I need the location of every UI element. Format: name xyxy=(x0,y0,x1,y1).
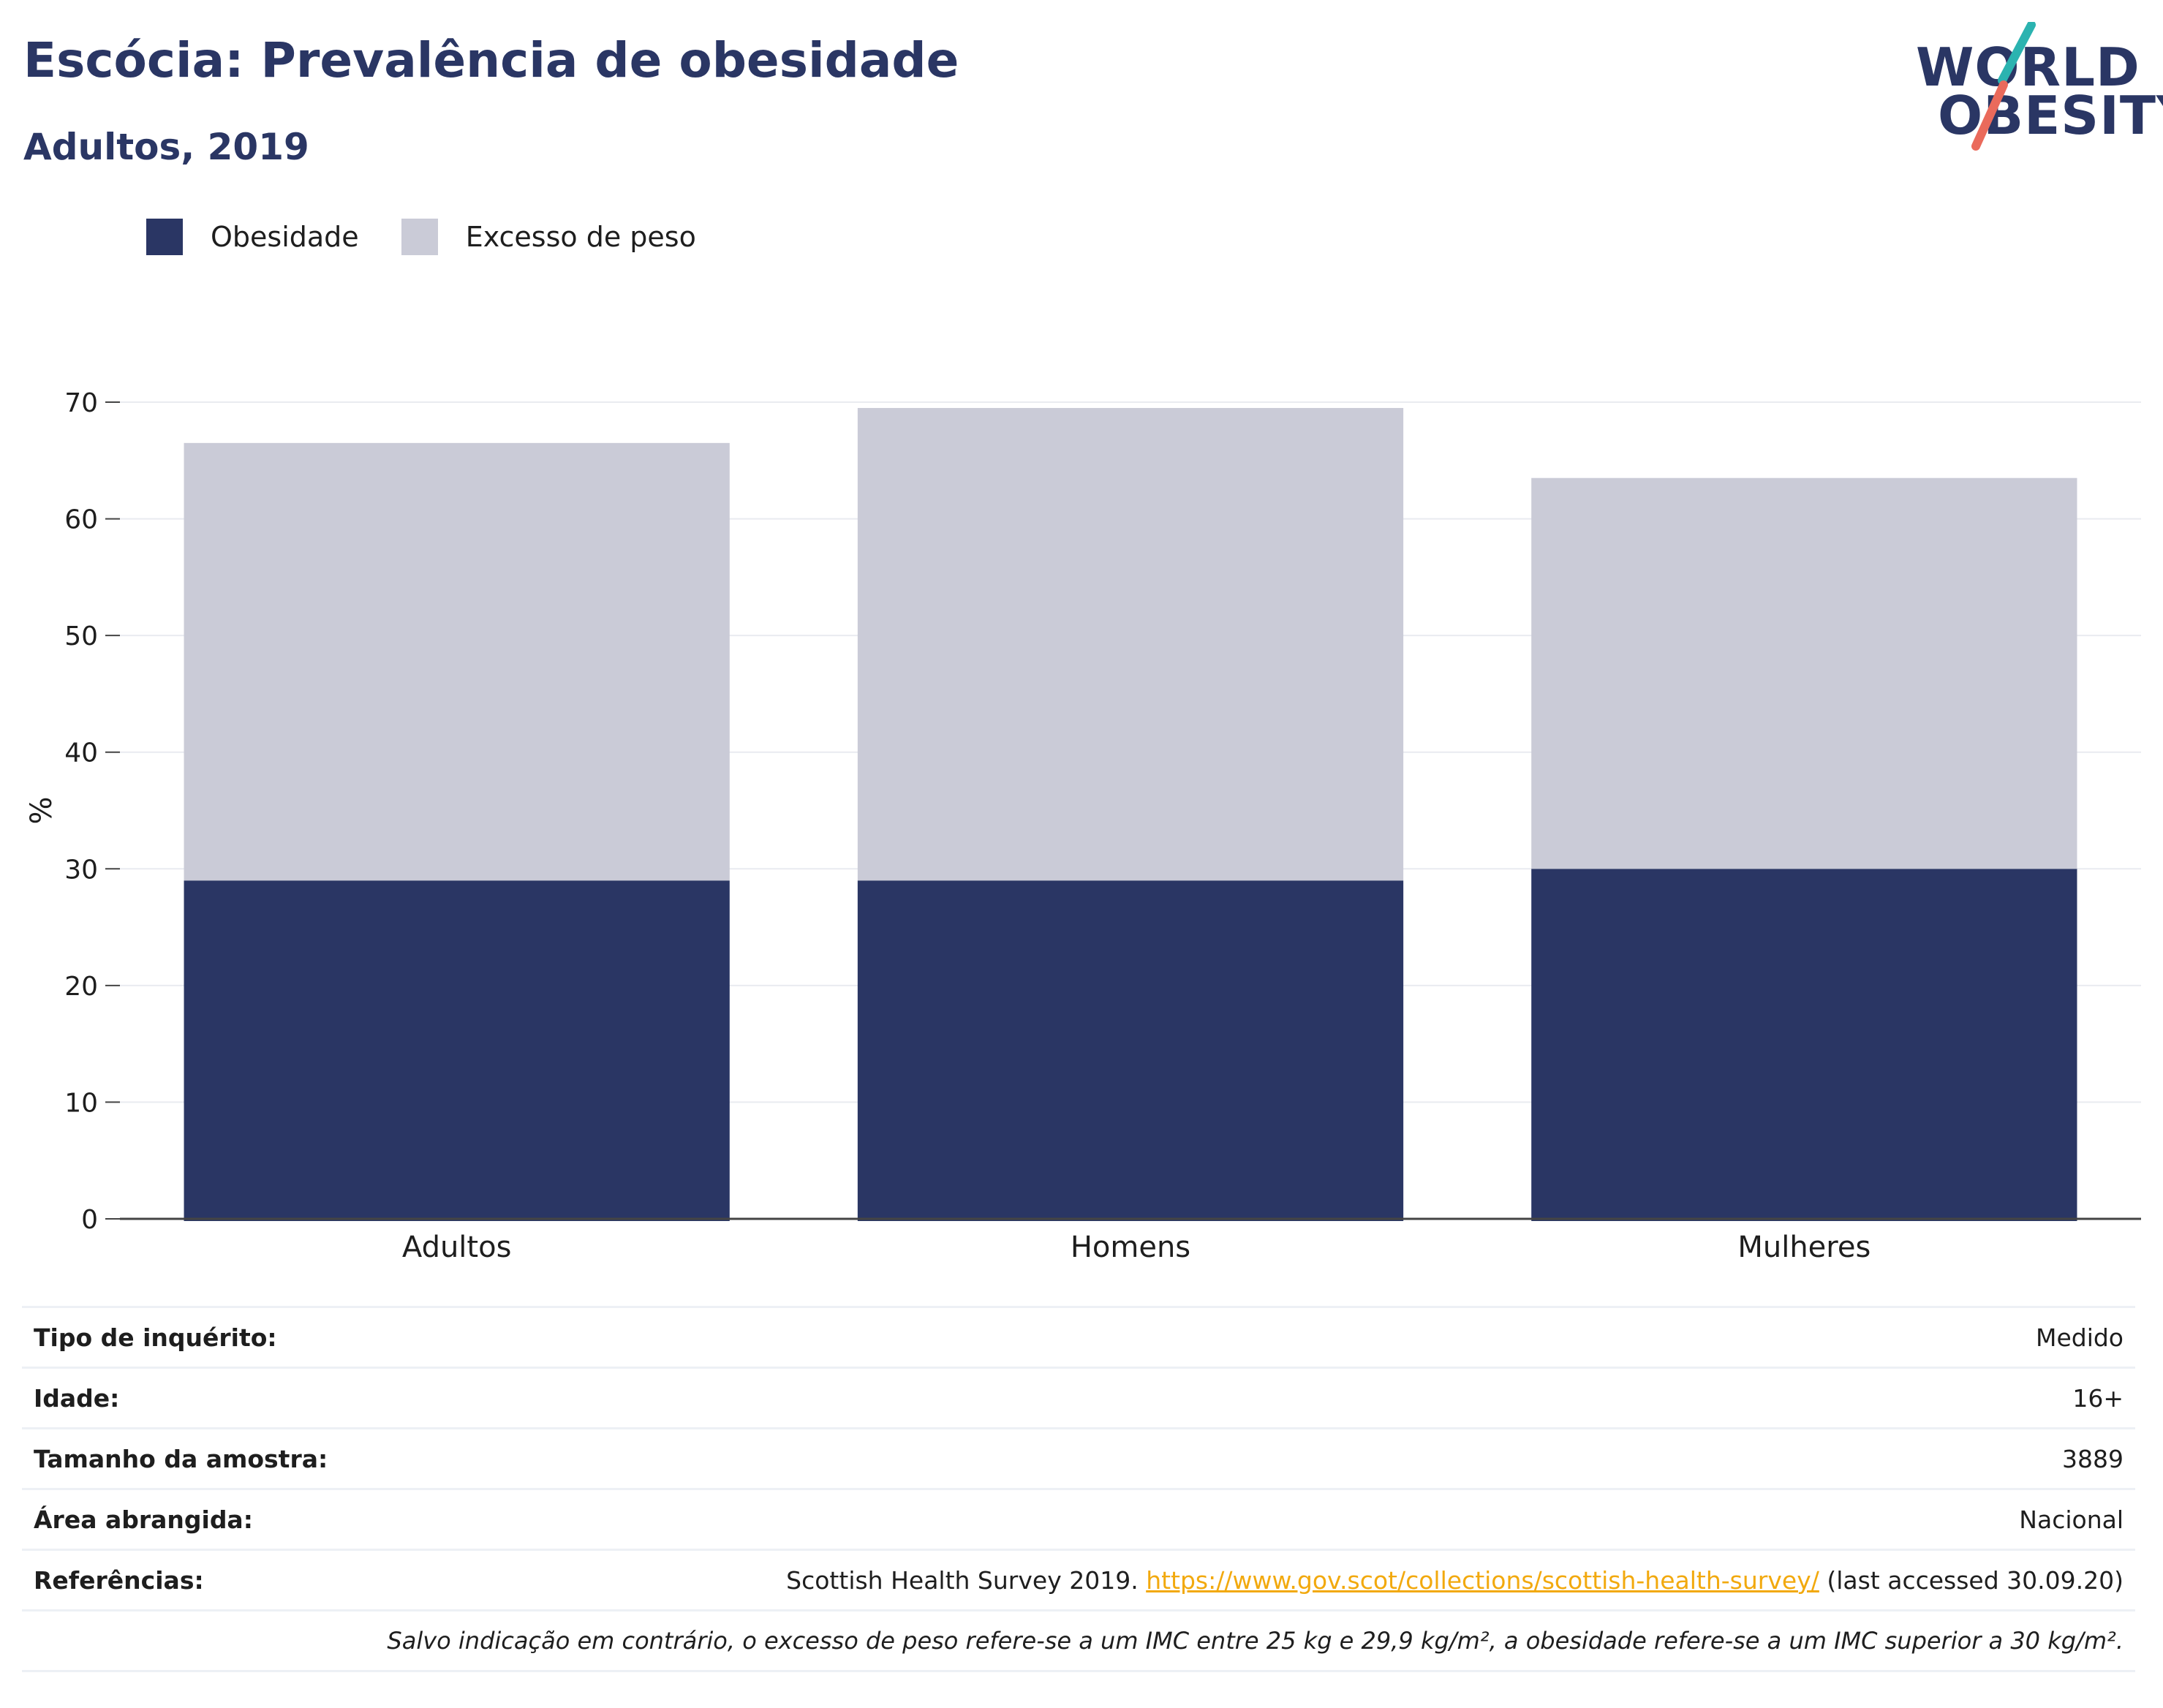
x-tick-label-homens: Homens xyxy=(1071,1231,1190,1264)
info-row-references: Referências: Scottish Health Survey 2019… xyxy=(22,1551,2135,1611)
logo-slash-icon xyxy=(1971,22,2036,151)
bar-adultos-excesso-de-peso[interactable] xyxy=(184,442,730,881)
info-value-references: Scottish Health Survey 2019. https://www… xyxy=(786,1566,2124,1595)
info-value-area: Nacional xyxy=(2019,1505,2124,1534)
y-tick-label-50: 50 xyxy=(64,621,98,651)
legend-swatch-excesso-de-peso xyxy=(401,219,438,255)
chart-bars xyxy=(184,407,2077,1221)
y-axis-label: % xyxy=(25,796,58,824)
x-tick-label-adultos: Adultos xyxy=(402,1231,512,1264)
reference-link[interactable]: https://www.gov.scot/collections/scottis… xyxy=(1146,1565,1819,1595)
definition-note: Salvo indicação em contrário, o excesso … xyxy=(22,1611,2135,1672)
y-tick-label-30: 30 xyxy=(64,855,98,885)
page-title: Escócia: Prevalência de obesidade xyxy=(23,32,959,88)
legend-label-obesidade: Obesidade xyxy=(211,221,359,253)
chart-axes: 0 10 20 30 40 50 60 70% Adultos Homens Mulheres xyxy=(25,388,2141,1264)
page-subtitle: Adultos, 2019 xyxy=(23,126,309,168)
y-tick-label-20: 20 xyxy=(64,972,98,1002)
world-obesity-logo: WORLD OBESITY xyxy=(1901,22,2163,154)
info-key-sample-size: Tamanho da amostra: xyxy=(34,1444,328,1473)
x-tick-label-mulheres: Mulheres xyxy=(1737,1231,1871,1264)
info-row-age: Idade: 16+ xyxy=(22,1369,2135,1429)
bar-homens-excesso-de-peso[interactable] xyxy=(857,407,1404,881)
reference-text: Scottish Health Survey 2019. xyxy=(786,1565,1147,1595)
info-row-area: Área abrangida: Nacional xyxy=(22,1490,2135,1551)
bar-chart: 0 10 20 30 40 50 60 70% Adultos Homens Mulheres xyxy=(25,388,2141,1264)
info-row-survey-type: Tipo de inquérito: Medido xyxy=(22,1308,2135,1369)
bar-homens-obesidade[interactable] xyxy=(857,880,1404,1221)
y-tick-label-40: 40 xyxy=(64,738,98,768)
legend-item-excesso-de-peso[interactable]: Excesso de peso xyxy=(401,219,696,255)
y-tick-label-10: 10 xyxy=(64,1088,98,1118)
info-value-sample-size: 3889 xyxy=(2062,1444,2124,1473)
info-key-survey-type: Tipo de inquérito: xyxy=(34,1323,277,1352)
info-key-references: Referências: xyxy=(34,1565,204,1595)
y-tick-label-60: 60 xyxy=(64,505,98,535)
survey-info-table: Tipo de inquérito: Medido Idade: 16+ Tam… xyxy=(22,1306,2135,1672)
bar-mulheres-obesidade[interactable] xyxy=(1531,869,2077,1221)
logo-word-obesity: OBESITY xyxy=(1938,85,2163,146)
bar-adultos-obesidade[interactable] xyxy=(184,880,730,1221)
chart-legend: Obesidade Excesso de peso xyxy=(146,216,739,257)
y-tick-label-70: 70 xyxy=(64,388,98,418)
logo-word-world: WORLD xyxy=(1916,37,2140,98)
reference-accessed: (last accessed 30.09.20) xyxy=(1819,1565,2124,1595)
info-value-survey-type: Medido xyxy=(2035,1323,2124,1352)
y-tick-label-0: 0 xyxy=(81,1205,98,1235)
bar-mulheres-excesso-de-peso[interactable] xyxy=(1531,477,2077,869)
legend-label-excesso-de-peso: Excesso de peso xyxy=(465,221,696,253)
info-key-age: Idade: xyxy=(34,1383,120,1413)
info-row-sample-size: Tamanho da amostra: 3889 xyxy=(22,1429,2135,1490)
legend-item-obesidade[interactable]: Obesidade xyxy=(146,219,359,255)
info-value-age: 16+ xyxy=(2072,1383,2124,1413)
info-key-area: Área abrangida: xyxy=(34,1505,253,1534)
legend-swatch-obesidade xyxy=(146,219,183,255)
